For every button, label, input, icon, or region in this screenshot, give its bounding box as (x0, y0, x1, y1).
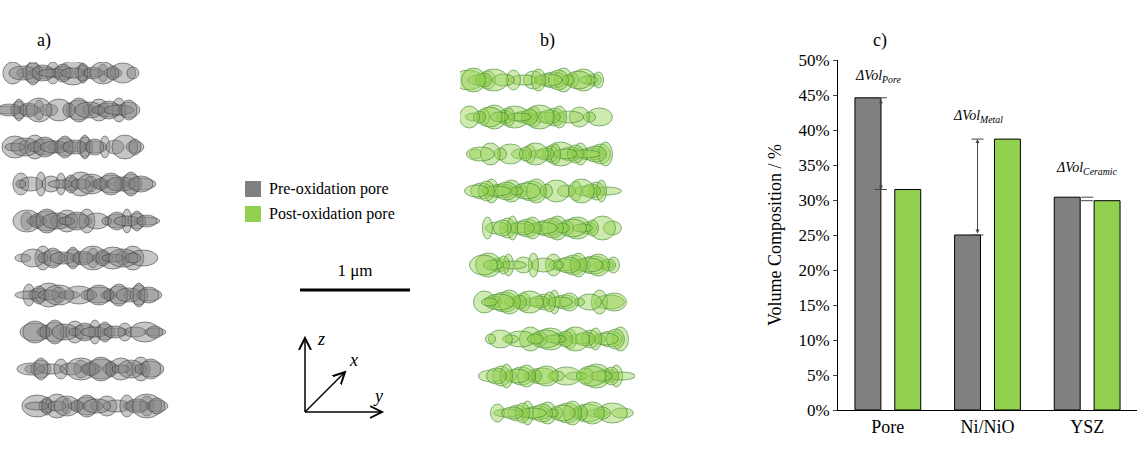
svg-text:Pore: Pore (871, 417, 904, 437)
svg-text:0%: 0% (807, 401, 830, 420)
svg-text:15%: 15% (798, 296, 829, 315)
html-text:Post-oxidation pore: Post-oxidation pore (269, 205, 395, 222)
svg-text:1 μm: 1 μm (337, 261, 372, 280)
svg-text:35%: 35% (798, 156, 829, 175)
svg-text:5%: 5% (807, 366, 830, 385)
svg-text:45%: 45% (798, 86, 829, 105)
svg-text:Volume Composition / %: Volume Composition / % (765, 144, 785, 326)
svg-text:ΔVol​Metal​: ΔVol​Metal​ (953, 108, 1003, 125)
svg-text:Ni/NiO: Ni/NiO (961, 417, 1015, 437)
svg-text:20%: 20% (798, 261, 829, 280)
html-text:Pre-oxidation pore: Pre-oxidation pore (269, 180, 389, 197)
html-text:a): a) (37, 30, 51, 50)
svg-text:YSZ: YSZ (1070, 417, 1104, 437)
html-text:c): c) (873, 30, 887, 50)
svg-text:10%: 10% (798, 331, 829, 350)
svg-text:x: x (349, 350, 358, 370)
svg-text:40%: 40% (798, 121, 829, 140)
svg-text:z: z (317, 329, 325, 349)
html-text:b): b) (540, 30, 555, 50)
svg-text:y: y (373, 386, 383, 406)
svg-text:30%: 30% (798, 191, 829, 210)
svg-text:ΔVol​Ceramic​: ΔVol​Ceramic​ (1056, 160, 1118, 177)
svg-text:50%: 50% (798, 51, 829, 70)
svg-text:ΔVol​Pore​: ΔVol​Pore​ (855, 68, 901, 85)
svg-text:25%: 25% (798, 226, 829, 245)
